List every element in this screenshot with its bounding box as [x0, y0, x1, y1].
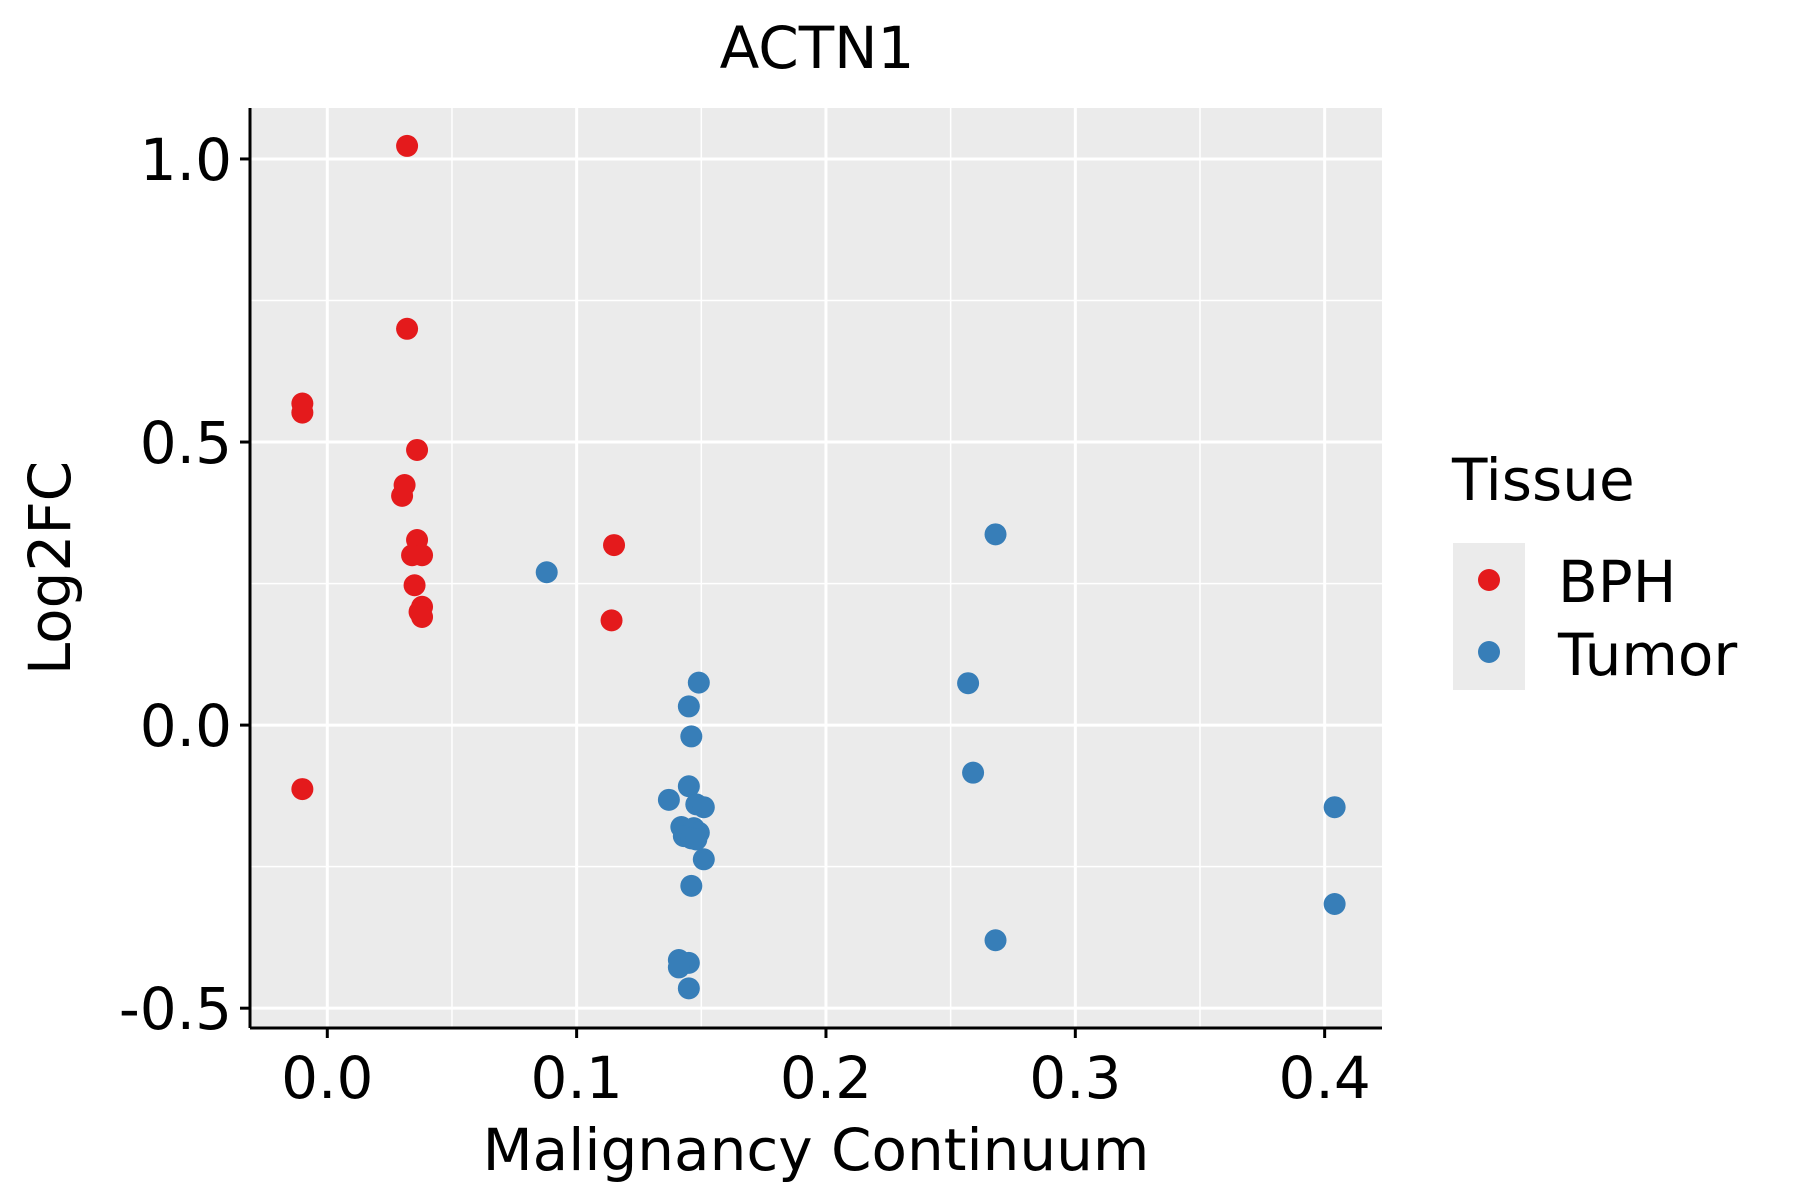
data-point-tumor [667, 956, 690, 979]
data-point-tumor [685, 828, 708, 851]
x-tick-label: 0.0 [281, 1044, 373, 1112]
x-axis-ticks: 0.0 0.1 0.2 0.3 0.4 [281, 1028, 1371, 1112]
y-tick-label: -0.5 [119, 975, 232, 1043]
x-tick-label: 0.3 [1029, 1044, 1121, 1112]
y-axis-label: Log2FC [16, 461, 84, 675]
data-point-bph [396, 134, 419, 157]
data-points [291, 134, 1346, 1000]
data-point-bph [406, 438, 429, 461]
data-point-bph [411, 605, 434, 628]
data-point-tumor [1323, 796, 1346, 819]
x-tick-label: 0.2 [780, 1044, 872, 1112]
data-point-bph [603, 534, 626, 557]
plot-panel [250, 108, 1382, 1028]
data-point-tumor [680, 725, 703, 748]
legend: Tissue BPH Tumor [1451, 446, 1737, 690]
data-point-bph [403, 574, 426, 597]
data-point-tumor [657, 788, 680, 811]
legend-title: Tissue [1451, 446, 1635, 514]
data-point-bph [291, 778, 314, 801]
legend-key-background [1453, 543, 1525, 690]
data-point-bph [600, 609, 623, 632]
legend-key-tumor [1478, 641, 1500, 663]
data-point-bph [396, 317, 419, 340]
grid-major [250, 108, 1382, 1028]
legend-key-bph [1478, 569, 1500, 591]
data-point-tumor [1323, 893, 1346, 916]
data-point-tumor [677, 775, 700, 798]
legend-label-bph: BPH [1558, 548, 1676, 616]
data-point-tumor [680, 874, 703, 897]
data-point-tumor [957, 672, 980, 695]
x-tick-label: 0.4 [1279, 1044, 1371, 1112]
grid-minor [250, 108, 1382, 1028]
data-point-bph [391, 484, 414, 507]
y-tick-label: 1.0 [140, 126, 232, 194]
legend-label-tumor: Tumor [1557, 621, 1737, 689]
data-point-tumor [677, 695, 700, 718]
x-axis-label: Malignancy Continuum [483, 1116, 1150, 1184]
y-axis-ticks: -0.5 0.0 0.5 1.0 [119, 126, 250, 1043]
data-point-bph [411, 544, 434, 567]
x-tick-label: 0.1 [531, 1044, 623, 1112]
y-tick-label: 0.5 [140, 409, 232, 477]
data-point-tumor [962, 761, 985, 784]
data-point-bph [291, 401, 314, 424]
data-point-tumor [687, 671, 710, 694]
data-point-tumor [677, 977, 700, 1000]
chart-title: ACTN1 [720, 14, 915, 82]
y-tick-label: 0.0 [140, 692, 232, 760]
data-point-tumor [535, 561, 558, 584]
data-point-tumor [692, 848, 715, 871]
data-point-tumor [984, 523, 1007, 546]
data-point-tumor [692, 796, 715, 819]
data-point-tumor [984, 929, 1007, 952]
